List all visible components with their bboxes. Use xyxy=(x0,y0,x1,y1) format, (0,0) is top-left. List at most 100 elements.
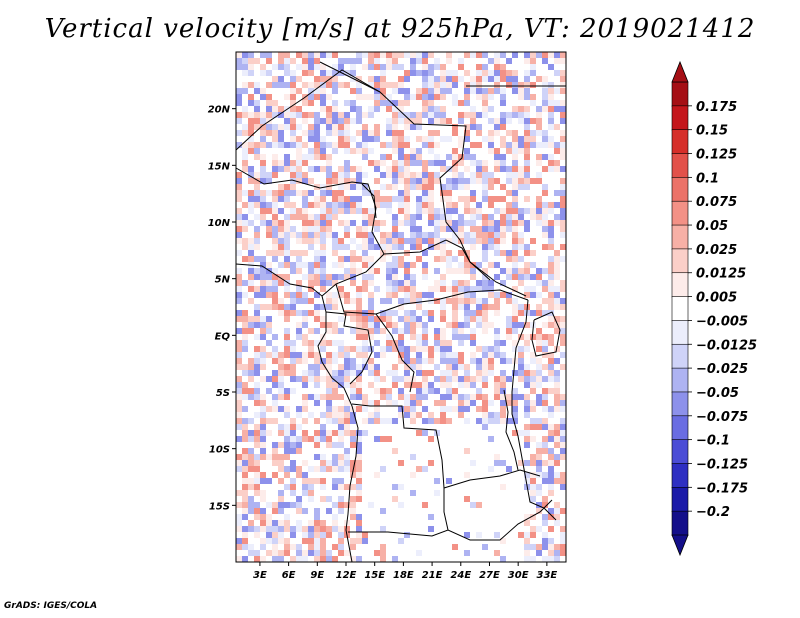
field-cell xyxy=(278,502,284,508)
field-cell xyxy=(428,196,434,202)
colorbar-swatch xyxy=(671,224,689,250)
field-cell xyxy=(338,442,344,448)
field-cell xyxy=(410,472,416,478)
field-cell xyxy=(254,412,260,418)
field-cell xyxy=(266,538,272,544)
field-cell xyxy=(260,424,266,430)
field-cell xyxy=(236,94,242,100)
field-cell xyxy=(278,160,284,166)
field-cell xyxy=(260,508,266,514)
field-cell xyxy=(464,394,470,400)
field-cell xyxy=(242,160,248,166)
field-cell xyxy=(428,358,434,364)
field-cell xyxy=(416,358,422,364)
field-cell xyxy=(290,226,296,232)
field-cell xyxy=(512,136,518,142)
field-cell xyxy=(320,436,326,442)
field-cell xyxy=(416,232,422,238)
field-cell xyxy=(458,160,464,166)
field-cell xyxy=(254,142,260,148)
field-cell xyxy=(260,364,266,370)
field-cell xyxy=(398,244,404,250)
field-cell xyxy=(332,148,338,154)
field-cell xyxy=(506,202,512,208)
field-cell xyxy=(302,418,308,424)
x-tick-label: 21E xyxy=(422,570,443,581)
field-cell xyxy=(512,154,518,160)
field-cell xyxy=(536,370,542,376)
field-cell xyxy=(542,460,548,466)
field-cell xyxy=(530,142,536,148)
field-cell xyxy=(530,52,536,58)
field-cell xyxy=(242,466,248,472)
field-cell xyxy=(530,334,536,340)
field-cell xyxy=(560,286,566,292)
field-cell xyxy=(392,196,398,202)
field-cell xyxy=(242,238,248,244)
field-cell xyxy=(560,178,566,184)
field-cell xyxy=(356,346,362,352)
field-cell xyxy=(542,52,548,58)
field-cell xyxy=(356,430,362,436)
field-cell xyxy=(518,274,524,280)
field-cell xyxy=(458,220,464,226)
field-cell xyxy=(248,250,254,256)
field-cell xyxy=(308,436,314,442)
field-cell xyxy=(314,466,320,472)
field-cell xyxy=(254,442,260,448)
field-cell xyxy=(458,118,464,124)
field-cell xyxy=(422,328,428,334)
field-cell xyxy=(242,280,248,286)
field-cell xyxy=(440,190,446,196)
field-cell xyxy=(416,400,422,406)
field-cell xyxy=(506,142,512,148)
field-cell xyxy=(398,388,404,394)
field-cell xyxy=(332,460,338,466)
field-cell xyxy=(290,376,296,382)
field-cell xyxy=(404,142,410,148)
field-cell xyxy=(314,58,320,64)
field-cell xyxy=(506,214,512,220)
field-cell xyxy=(410,316,416,322)
field-cell xyxy=(362,52,368,58)
field-cell xyxy=(368,148,374,154)
field-cell xyxy=(242,508,248,514)
field-cell xyxy=(422,202,428,208)
field-cell xyxy=(308,178,314,184)
field-cell xyxy=(410,298,416,304)
field-cell xyxy=(560,322,566,328)
field-cell xyxy=(476,88,482,94)
field-cell xyxy=(386,388,392,394)
field-cell xyxy=(236,466,242,472)
field-cell xyxy=(536,364,542,370)
field-cell xyxy=(554,304,560,310)
field-cell xyxy=(302,208,308,214)
field-cell xyxy=(368,160,374,166)
field-cell xyxy=(338,502,344,508)
field-cell xyxy=(374,76,380,82)
field-cell xyxy=(236,526,242,532)
field-cell xyxy=(380,388,386,394)
field-cell xyxy=(266,340,272,346)
field-cell xyxy=(386,346,392,352)
field-cell xyxy=(560,208,566,214)
field-cell xyxy=(524,250,530,256)
field-cell xyxy=(332,202,338,208)
field-cell xyxy=(500,556,506,562)
field-cell xyxy=(308,82,314,88)
field-cell xyxy=(416,292,422,298)
field-cell xyxy=(512,166,518,172)
field-cell xyxy=(332,526,338,532)
field-cell xyxy=(416,388,422,394)
field-cell xyxy=(404,364,410,370)
field-cell xyxy=(350,70,356,76)
colorbar-swatch xyxy=(671,105,689,131)
field-cell xyxy=(356,226,362,232)
field-cell xyxy=(350,442,356,448)
field-cell xyxy=(386,154,392,160)
field-cell xyxy=(446,418,452,424)
field-cell xyxy=(332,544,338,550)
field-cell xyxy=(428,214,434,220)
field-cell xyxy=(422,418,428,424)
field-cell xyxy=(302,406,308,412)
